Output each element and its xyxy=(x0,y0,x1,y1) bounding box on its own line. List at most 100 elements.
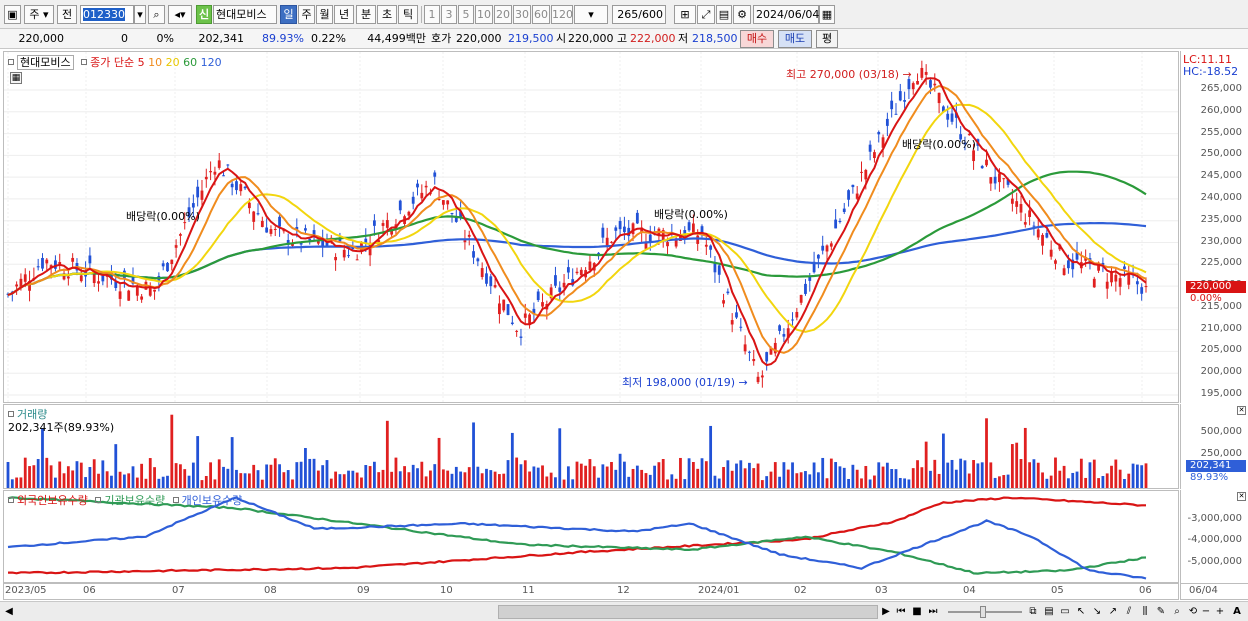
draw-tool-icon[interactable]: ⤢ xyxy=(697,5,715,24)
volume-bar xyxy=(890,469,894,488)
period-month-button[interactable]: 월 xyxy=(316,5,333,24)
window-menu-icon[interactable]: ▣ xyxy=(4,5,21,24)
candle-body xyxy=(256,213,260,215)
candle-body xyxy=(756,376,760,383)
candle-body xyxy=(411,196,415,204)
interval-select[interactable]: ▾ xyxy=(574,5,608,24)
legend-stock-name[interactable]: 현대모비스 xyxy=(17,55,74,70)
scroll-thumb[interactable] xyxy=(498,605,878,619)
volume-close-icon[interactable]: ✕ xyxy=(1237,406,1246,415)
code-dropdown-icon[interactable]: ▾ xyxy=(134,5,146,24)
rewind-icon[interactable]: ⏮ xyxy=(896,606,906,617)
candle-body xyxy=(381,223,385,226)
settings-gear-icon[interactable]: ⚙ xyxy=(733,5,751,24)
zoom-out-icon[interactable]: − xyxy=(1201,606,1211,617)
interval-3-button[interactable]: 3 xyxy=(441,5,457,24)
save-icon[interactable]: ▤ xyxy=(716,5,732,24)
period-second-button[interactable]: 초 xyxy=(377,5,397,24)
market-select[interactable]: 주 ▾ xyxy=(24,5,54,24)
layout-icon[interactable]: ⧉ xyxy=(1029,606,1037,617)
ray-icon[interactable]: ↗ xyxy=(1108,606,1118,617)
interval-1-button[interactable]: 1 xyxy=(424,5,440,24)
legend-individual[interactable]: 개인보유수량 xyxy=(181,494,243,507)
interval-5-button[interactable]: 5 xyxy=(458,5,474,24)
interval-120-button[interactable]: 120 xyxy=(551,5,573,24)
volume-last-pct: 89.93% xyxy=(1190,472,1229,483)
volume-bar xyxy=(838,466,842,488)
candle-body xyxy=(398,200,402,211)
stock-name[interactable]: 현대모비스 xyxy=(213,5,277,24)
count-input[interactable]: 265/600 xyxy=(612,5,666,24)
scroll-right-icon[interactable]: ▶ xyxy=(882,606,890,617)
interval-30-button[interactable]: 30 xyxy=(513,5,531,24)
interval-20-button[interactable]: 20 xyxy=(494,5,512,24)
period-year-button[interactable]: 년 xyxy=(334,5,354,24)
interval-10-button[interactable]: 10 xyxy=(475,5,493,24)
period-minute-button[interactable]: 분 xyxy=(356,5,376,24)
x-label-11: 11 xyxy=(522,585,535,596)
prev-button[interactable]: 전 xyxy=(57,5,77,24)
code-input[interactable]: 012330 xyxy=(80,5,134,24)
candle-body xyxy=(23,274,27,282)
period-tick-button[interactable]: 틱 xyxy=(398,5,418,24)
volume-bar xyxy=(769,471,773,488)
period-week-button[interactable]: 주 xyxy=(298,5,315,24)
legend-ma-title[interactable]: 종가 단순 xyxy=(90,56,135,69)
restore-icon[interactable]: ⟲ xyxy=(1188,606,1198,617)
period-day-button[interactable]: 일 xyxy=(280,5,297,24)
window-icon[interactable]: ▭ xyxy=(1060,606,1070,617)
bottom-scrollbar[interactable]: ◀ ▶ ⏮ ■ ⏭ ⧉ ▤ ▭ ↖ ↘ ↗ ⫽ ⫼ ✎ ⌕ ⟲ − + A xyxy=(0,601,1248,621)
volume-bar xyxy=(269,464,273,488)
candle-body xyxy=(929,80,932,88)
trendline-icon[interactable]: ↘ xyxy=(1092,606,1102,617)
holding-close-icon[interactable]: ✕ xyxy=(1237,492,1246,501)
candle-body xyxy=(523,313,527,318)
volume-bar xyxy=(1010,444,1014,488)
price-tick-label: 200,000 xyxy=(1200,366,1242,378)
price-tick-label: 255,000 xyxy=(1200,126,1242,138)
speaker-icon[interactable]: ◂▾ xyxy=(168,5,192,24)
volume-bar xyxy=(963,460,967,488)
magnify-icon[interactable]: ⌕ xyxy=(1174,606,1180,617)
channel-icon[interactable]: ⫼ xyxy=(1142,606,1148,617)
sell-button[interactable]: 매도 xyxy=(778,30,812,48)
x-label-06: 06 xyxy=(83,585,96,596)
candle-body xyxy=(127,290,131,301)
forward-icon[interactable]: ⏭ xyxy=(928,606,938,617)
volume-bar xyxy=(54,477,57,488)
zoom-slider-handle[interactable] xyxy=(980,606,986,618)
scroll-left-icon[interactable]: ◀ xyxy=(5,606,13,617)
interval-60-button[interactable]: 60 xyxy=(532,5,550,24)
candle-body xyxy=(980,166,984,169)
code-value: 012330 xyxy=(83,8,125,21)
candle-body xyxy=(97,281,100,284)
volume-bar xyxy=(929,470,932,488)
buy-button[interactable]: 매수 xyxy=(740,30,774,48)
chart-type-icon[interactable]: ⊞ xyxy=(674,5,696,24)
price-chart xyxy=(4,52,1178,402)
volume-bar xyxy=(441,469,445,488)
average-button[interactable]: 평 xyxy=(816,30,838,48)
price-tick-label: 205,000 xyxy=(1200,344,1242,356)
volume-bar xyxy=(334,471,338,488)
candle-body xyxy=(316,241,320,244)
font-size-icon[interactable]: A xyxy=(1233,606,1241,617)
date-input[interactable]: 2024/06/04 xyxy=(753,5,819,24)
line-tool-icon[interactable]: ↖ xyxy=(1076,606,1086,617)
volume-title[interactable]: 거래량 xyxy=(17,408,48,421)
high-annotation: 최고 270,000 (03/18) → xyxy=(786,68,912,81)
zoom-in-icon[interactable]: + xyxy=(1215,606,1225,617)
volume-bar xyxy=(743,468,747,488)
calendar-icon[interactable]: ▦ xyxy=(819,5,835,24)
search-icon[interactable]: ⌕ xyxy=(148,5,165,24)
fibonacci-icon[interactable]: ⫽ xyxy=(1126,606,1132,617)
grid-toggle-icon[interactable]: ▦ xyxy=(10,72,22,84)
candle-body xyxy=(778,325,781,331)
volume-bar xyxy=(502,473,506,488)
stop-icon[interactable]: ■ xyxy=(912,606,922,617)
draw-icon[interactable]: ✎ xyxy=(1156,606,1166,617)
legend-institution[interactable]: 기관보유수량 xyxy=(104,494,166,507)
table-icon[interactable]: ▤ xyxy=(1044,606,1054,617)
legend-foreign[interactable]: 외국인보유수량 xyxy=(17,494,88,507)
volume-bar xyxy=(110,475,113,488)
